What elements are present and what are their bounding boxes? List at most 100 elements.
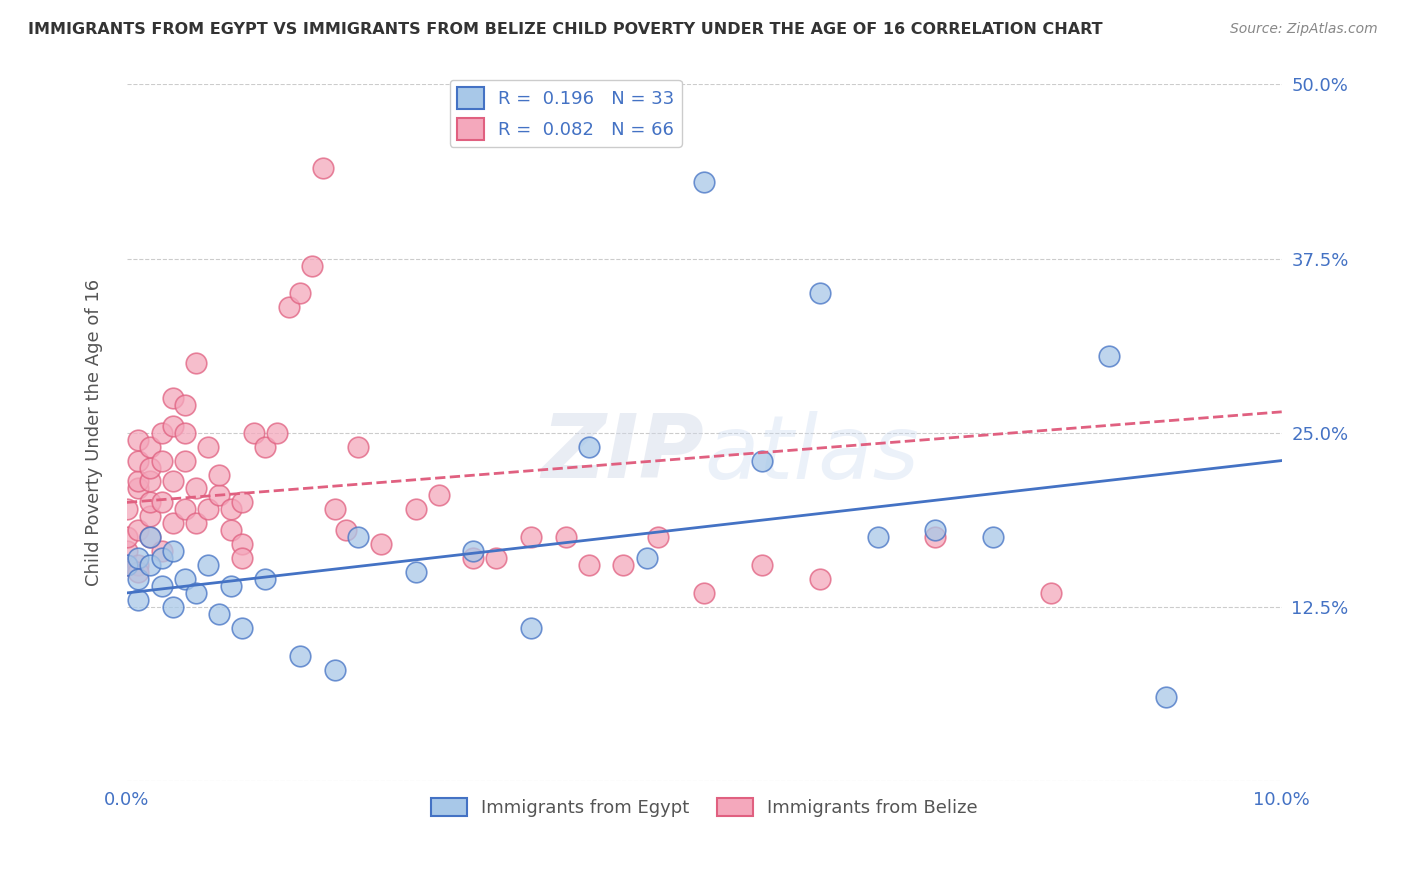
Point — [231, 621, 253, 635]
Point — [115, 544, 138, 558]
Point — [751, 453, 773, 467]
Point — [808, 572, 831, 586]
Point — [162, 599, 184, 614]
Point — [277, 301, 299, 315]
Point — [162, 544, 184, 558]
Point — [173, 453, 195, 467]
Point — [924, 523, 946, 537]
Point — [162, 418, 184, 433]
Point — [127, 433, 149, 447]
Point — [162, 475, 184, 489]
Point — [115, 558, 138, 572]
Point — [139, 530, 162, 544]
Point — [115, 558, 138, 572]
Point — [1097, 349, 1119, 363]
Point — [647, 530, 669, 544]
Point — [186, 482, 208, 496]
Point — [301, 259, 323, 273]
Point — [139, 495, 162, 509]
Point — [186, 356, 208, 370]
Point — [208, 467, 231, 482]
Text: IMMIGRANTS FROM EGYPT VS IMMIGRANTS FROM BELIZE CHILD POVERTY UNDER THE AGE OF 1: IMMIGRANTS FROM EGYPT VS IMMIGRANTS FROM… — [28, 22, 1102, 37]
Point — [578, 558, 600, 572]
Point — [693, 175, 716, 189]
Point — [150, 495, 173, 509]
Y-axis label: Child Poverty Under the Age of 16: Child Poverty Under the Age of 16 — [86, 279, 103, 586]
Point — [254, 572, 277, 586]
Point — [323, 663, 346, 677]
Point — [323, 502, 346, 516]
Point — [288, 286, 311, 301]
Point — [520, 530, 543, 544]
Point — [693, 586, 716, 600]
Legend: Immigrants from Egypt, Immigrants from Belize: Immigrants from Egypt, Immigrants from B… — [423, 790, 986, 824]
Point — [173, 502, 195, 516]
Text: Source: ZipAtlas.com: Source: ZipAtlas.com — [1230, 22, 1378, 37]
Point — [578, 440, 600, 454]
Point — [219, 502, 242, 516]
Point — [208, 607, 231, 621]
Point — [173, 572, 195, 586]
Point — [208, 488, 231, 502]
Point — [231, 537, 253, 551]
Point — [150, 453, 173, 467]
Point — [808, 286, 831, 301]
Point — [150, 579, 173, 593]
Point — [127, 593, 149, 607]
Point — [312, 161, 335, 175]
Point — [197, 558, 219, 572]
Point — [139, 530, 162, 544]
Point — [427, 488, 450, 502]
Point — [150, 425, 173, 440]
Point — [219, 579, 242, 593]
Point — [139, 440, 162, 454]
Point — [463, 551, 485, 566]
Point — [115, 530, 138, 544]
Point — [173, 398, 195, 412]
Point — [127, 453, 149, 467]
Point — [554, 530, 576, 544]
Point — [231, 495, 253, 509]
Point — [127, 475, 149, 489]
Point — [612, 558, 634, 572]
Point — [162, 391, 184, 405]
Point — [127, 523, 149, 537]
Point — [254, 440, 277, 454]
Point — [405, 565, 427, 579]
Point — [127, 558, 149, 572]
Point — [335, 523, 357, 537]
Text: ZIP: ZIP — [541, 410, 704, 497]
Point — [231, 551, 253, 566]
Point — [150, 544, 173, 558]
Point — [139, 475, 162, 489]
Point — [115, 502, 138, 516]
Point — [186, 586, 208, 600]
Point — [127, 565, 149, 579]
Point — [981, 530, 1004, 544]
Point — [924, 530, 946, 544]
Point — [866, 530, 889, 544]
Point — [173, 425, 195, 440]
Point — [1154, 690, 1177, 705]
Point — [485, 551, 508, 566]
Point — [520, 621, 543, 635]
Point — [405, 502, 427, 516]
Point — [139, 460, 162, 475]
Point — [197, 440, 219, 454]
Point — [347, 530, 370, 544]
Point — [463, 544, 485, 558]
Point — [219, 523, 242, 537]
Point — [266, 425, 288, 440]
Point — [127, 482, 149, 496]
Point — [370, 537, 392, 551]
Point — [288, 648, 311, 663]
Point — [243, 425, 266, 440]
Point — [751, 558, 773, 572]
Point — [127, 572, 149, 586]
Point — [1039, 586, 1062, 600]
Point — [150, 551, 173, 566]
Point — [139, 558, 162, 572]
Point — [347, 440, 370, 454]
Point — [186, 516, 208, 531]
Point — [162, 516, 184, 531]
